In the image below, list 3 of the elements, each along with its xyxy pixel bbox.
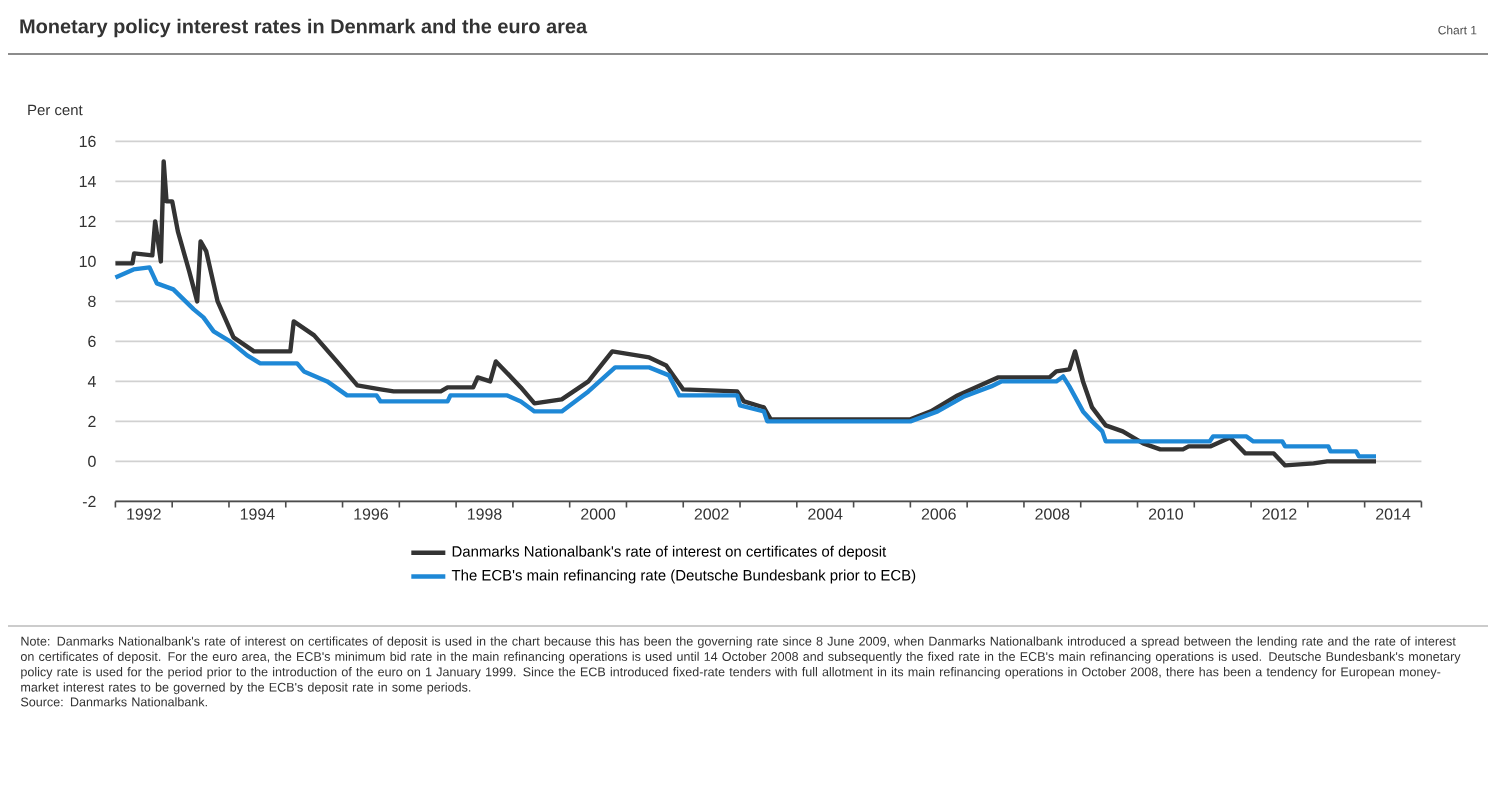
line-series bbox=[113, 265, 1379, 459]
line-series bbox=[113, 159, 1379, 468]
chart-title: Monetary policy interest rates in Denmark and the euro area bbox=[20, 18, 588, 38]
